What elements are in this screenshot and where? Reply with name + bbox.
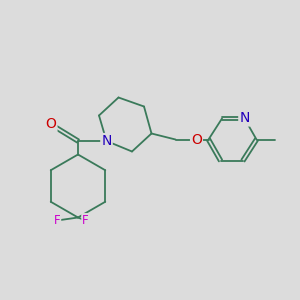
Text: O: O <box>191 133 202 146</box>
Text: F: F <box>54 214 60 227</box>
Text: N: N <box>101 134 112 148</box>
Text: O: O <box>46 118 56 131</box>
Text: F: F <box>82 214 89 227</box>
Text: N: N <box>239 112 250 125</box>
